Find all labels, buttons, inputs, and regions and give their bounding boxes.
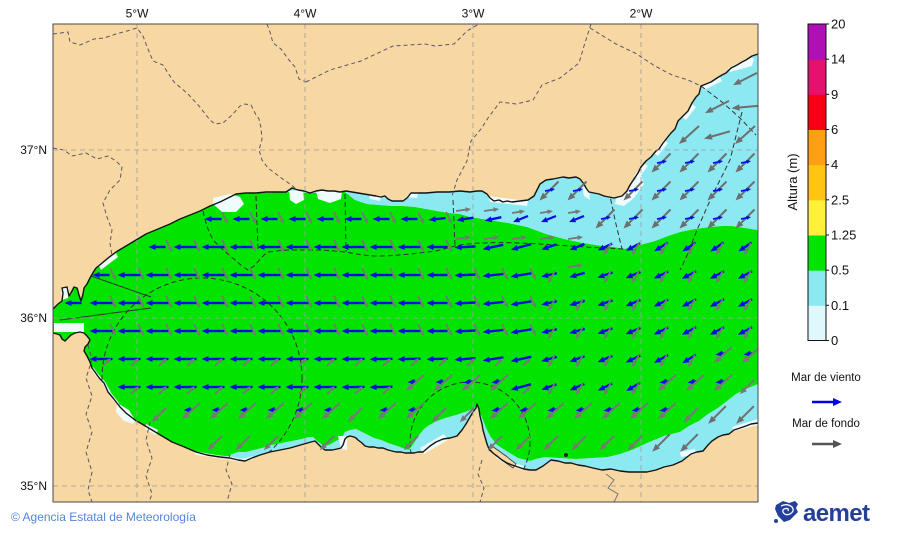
svg-text:4°W: 4°W: [294, 7, 317, 21]
svg-text:37°N: 37°N: [20, 143, 47, 157]
svg-text:3°W: 3°W: [462, 7, 485, 21]
svg-text:14: 14: [831, 52, 845, 67]
svg-text:aemet: aemet: [803, 500, 870, 527]
svg-text:0: 0: [831, 333, 838, 348]
svg-text:2°W: 2°W: [630, 7, 653, 21]
svg-text:0.1: 0.1: [831, 298, 849, 313]
svg-text:1.25: 1.25: [831, 228, 856, 243]
svg-text:35°N: 35°N: [20, 479, 47, 493]
svg-text:4: 4: [831, 157, 838, 172]
svg-text:36°N: 36°N: [20, 311, 47, 325]
svg-text:Mar de viento: Mar de viento: [791, 372, 861, 384]
svg-text:20: 20: [831, 17, 845, 32]
svg-text:Altura (m): Altura (m): [785, 153, 800, 210]
svg-text:2.5: 2.5: [831, 192, 849, 207]
svg-text:© Agencia Estatal de Meteorolo: © Agencia Estatal de Meteorología: [11, 510, 196, 524]
svg-text:Mar de fondo: Mar de fondo: [792, 418, 860, 430]
svg-text:0.5: 0.5: [831, 263, 849, 278]
svg-text:6: 6: [831, 122, 838, 137]
svg-text:5°W: 5°W: [126, 7, 149, 21]
svg-text:9: 9: [831, 87, 838, 102]
